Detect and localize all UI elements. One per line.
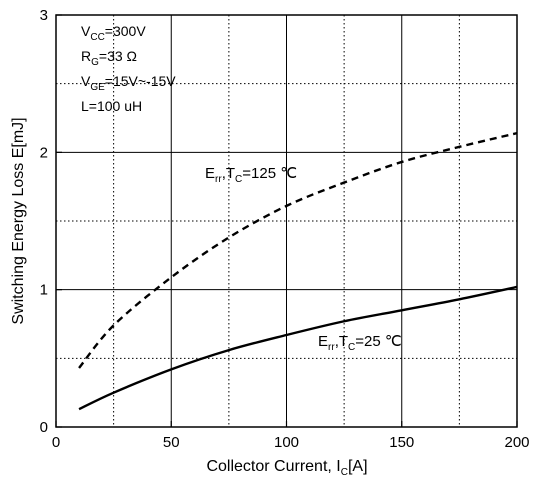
x-tick-label: 150 [389,434,414,451]
test-conditions: VCC=300V RG=33 Ω VGE=15V~-15V L=100 uH [81,23,176,114]
series-label-125c: Err,TC=125 ℃ [205,165,297,185]
y-tick-label: 1 [40,282,48,299]
condition-rg: RG=33 Ω [81,48,137,68]
condition-vcc: VCC=300V [81,23,146,43]
series-label-25c: Err,TC=25 ℃ [318,333,402,353]
x-tick-label: 100 [274,434,299,451]
series-line-125c [78,131,518,369]
y-tick-label: 3 [40,7,48,24]
condition-l: L=100 uH [81,98,142,114]
x-tick-label: 50 [163,434,180,451]
x-tick-label: 0 [52,434,60,451]
condition-vge: VGE=15V~-15V [81,73,176,93]
y-tick-label: 0 [40,419,48,436]
x-axis-title: Collector Current, IC[A] [206,458,367,478]
y-axis-title: Switching Energy Loss E[mJ] [10,117,27,324]
axis-ticks [55,14,518,428]
y-tick-labels: 0 1 2 3 [40,7,48,436]
x-tick-label: 200 [504,434,529,451]
series-lines [78,131,518,411]
series-line-25c [78,285,518,411]
x-tick-labels: 0 50 100 150 200 [52,434,530,451]
y-tick-label: 2 [40,144,48,161]
grid-lines [56,15,517,427]
